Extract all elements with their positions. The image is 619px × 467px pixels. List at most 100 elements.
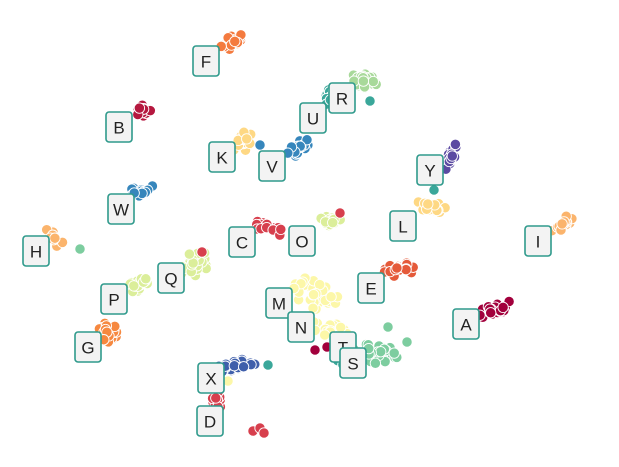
cluster-label-text: P: [108, 291, 119, 310]
point-o: [327, 216, 339, 229]
cluster-label-text: K: [216, 149, 228, 168]
point-outlier: [364, 95, 376, 107]
point-b: [133, 102, 146, 114]
cluster-label-box: [258, 150, 286, 182]
point-e: [400, 263, 412, 276]
cluster-label-box: [197, 362, 225, 394]
point-m: [325, 291, 337, 303]
point-x: [237, 361, 250, 373]
cluster-label-c: C: [228, 226, 256, 258]
cluster-label-text: I: [536, 233, 541, 252]
cluster-label-box: [265, 287, 293, 319]
cluster-label-text: N: [295, 319, 307, 338]
cluster-label-text: E: [365, 280, 376, 299]
point-x: [228, 360, 240, 372]
cluster-label-box: [328, 82, 356, 114]
cluster-label-box: [100, 283, 128, 315]
point-y: [446, 150, 458, 162]
point-a: [497, 301, 509, 314]
point-a: [485, 307, 497, 319]
cluster-label-box: [105, 111, 133, 143]
cluster-label-text: R: [336, 90, 348, 109]
cluster-label-box: [339, 347, 367, 379]
cluster-label-box: [357, 272, 385, 304]
point-t: [369, 357, 382, 369]
point-l: [422, 198, 434, 210]
cluster-label-s: S: [339, 347, 367, 379]
cluster-label-box: [416, 154, 444, 186]
point-n: [335, 321, 347, 334]
point-e: [391, 262, 403, 274]
cluster-label-l: L: [389, 210, 417, 242]
cluster-label-p: P: [100, 283, 128, 315]
point-outlier: [74, 243, 86, 255]
point-h: [49, 232, 61, 244]
point-outlier: [401, 336, 413, 348]
cluster-label-i: I: [524, 225, 552, 257]
point-q: [183, 248, 196, 260]
cluster-label-text: M: [272, 295, 286, 314]
labels-layer: FBRUKVYWLIHCOQPEMANGTSXD: [22, 45, 552, 437]
cluster-label-o: O: [288, 225, 316, 257]
cluster-label-box: [192, 45, 220, 77]
cluster-label-b: B: [105, 111, 133, 143]
cluster-label-text: B: [113, 119, 124, 138]
cluster-label-v: V: [258, 150, 286, 182]
cluster-label-text: Y: [424, 162, 435, 181]
point-outlier: [262, 359, 274, 371]
cluster-label-text: H: [30, 243, 42, 262]
point-p: [140, 273, 152, 285]
cluster-label-box: [299, 102, 327, 134]
cluster-label-r: R: [328, 82, 356, 114]
cluster-label-text: Q: [164, 270, 177, 289]
point-outlier: [382, 321, 394, 333]
point-m: [307, 288, 320, 301]
point-outlier: [428, 184, 440, 196]
point-i: [556, 218, 568, 230]
cluster-label-box: [74, 331, 102, 363]
cluster-label-text: V: [266, 158, 278, 177]
cluster-label-text: C: [236, 234, 248, 253]
cluster-label-text: U: [307, 110, 319, 129]
cluster-label-text: D: [204, 413, 216, 432]
cluster-label-text: S: [347, 355, 358, 374]
cluster-label-g: G: [74, 331, 102, 363]
point-p: [128, 280, 140, 292]
cluster-label-box: [452, 308, 480, 340]
point-c: [275, 223, 287, 236]
cluster-label-box: [288, 225, 316, 257]
point-t: [375, 346, 387, 358]
cluster-label-f: F: [192, 45, 220, 77]
point-d: [210, 392, 222, 404]
point-outlier: [254, 139, 266, 151]
cluster-label-box: [208, 141, 236, 173]
cluster-label-u: U: [299, 102, 327, 134]
cluster-label-q: Q: [157, 262, 185, 294]
cluster-label-text: X: [205, 370, 216, 389]
cluster-label-a: A: [452, 308, 480, 340]
cluster-label-w: W: [107, 193, 135, 225]
point-outlier: [334, 207, 346, 219]
cluster-label-box: [228, 226, 256, 258]
point-f: [229, 35, 241, 48]
cluster-label-e: E: [357, 272, 385, 304]
cluster-label-text: F: [201, 53, 211, 72]
cluster-label-d: D: [196, 405, 224, 437]
cluster-label-box: [107, 193, 135, 225]
point-k: [241, 133, 253, 145]
point-t: [388, 347, 400, 359]
cluster-label-box: [287, 311, 315, 343]
cluster-label-box: [157, 262, 185, 294]
cluster-label-k: K: [208, 141, 236, 173]
cluster-label-text: L: [398, 218, 407, 237]
point-n: [319, 329, 331, 341]
point-r: [357, 75, 370, 87]
cluster-label-text: O: [295, 233, 308, 252]
point-outlier: [196, 246, 208, 258]
cluster-label-n: N: [287, 311, 315, 343]
point-outlier: [309, 344, 321, 356]
point-v: [301, 134, 313, 146]
cluster-label-text: W: [113, 201, 129, 220]
cluster-label-box: [22, 235, 50, 267]
